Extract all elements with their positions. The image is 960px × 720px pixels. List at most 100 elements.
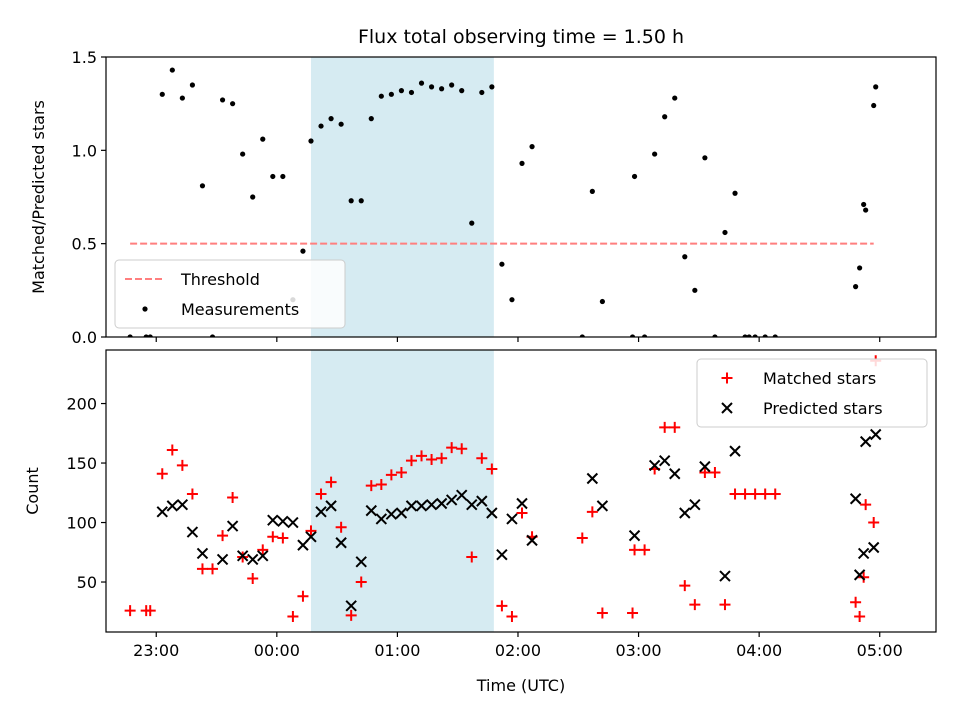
observing-window-span [310, 350, 494, 632]
data-point [860, 499, 872, 511]
data-point [699, 467, 711, 479]
top-plot-area [127, 67, 879, 337]
data-point [742, 334, 748, 337]
y-tick-label: 100 [66, 514, 97, 533]
data-point [375, 478, 387, 490]
data-point [486, 507, 498, 519]
data-point [599, 298, 605, 305]
data-point [873, 84, 879, 90]
x-tick-label: 02:00 [495, 641, 541, 660]
data-point [287, 611, 299, 623]
data-point [189, 82, 196, 88]
data-point [489, 84, 495, 90]
data-point [526, 534, 538, 547]
data-point [270, 173, 276, 180]
data-point [345, 600, 357, 612]
data-point [516, 497, 528, 510]
data-point [425, 498, 438, 511]
data-point [335, 521, 347, 533]
data-point [199, 183, 206, 189]
data-point [589, 188, 595, 194]
data-point [408, 89, 415, 96]
data-point [439, 86, 445, 92]
data-point [496, 600, 508, 612]
data-point [449, 82, 455, 88]
data-point [857, 265, 863, 271]
data-point [861, 201, 867, 208]
data-point [739, 488, 751, 500]
data-point [479, 89, 485, 96]
data-point [659, 421, 671, 433]
data-point [236, 550, 249, 562]
data-point [466, 551, 478, 563]
data-point [315, 488, 327, 500]
series-measurements [127, 67, 879, 337]
data-point [176, 498, 189, 511]
data-point [325, 476, 337, 488]
data-point [143, 334, 149, 337]
data-point [752, 334, 758, 337]
data-point [395, 467, 407, 479]
bottom-axes-frame [105, 349, 937, 633]
data-point [436, 452, 448, 464]
data-point [456, 489, 468, 501]
data-point [445, 494, 458, 506]
data-point [230, 101, 236, 107]
data-point [186, 526, 199, 538]
bottom-plot-area [124, 355, 882, 623]
data-point [627, 607, 639, 619]
x-tick-label: 23:00 [133, 641, 179, 660]
data-point [652, 151, 658, 157]
data-point [446, 442, 458, 454]
data-point [166, 500, 179, 512]
data-point [257, 544, 269, 556]
data-point [435, 497, 448, 510]
legend-box [114, 259, 346, 329]
data-point [732, 190, 738, 196]
x-tick-label: 01:00 [374, 641, 420, 660]
data-point [287, 516, 299, 529]
data-point [156, 468, 168, 480]
data-point [712, 334, 718, 337]
data-point [699, 460, 711, 473]
data-point [428, 84, 435, 90]
data-point [315, 506, 327, 518]
data-point [405, 500, 418, 512]
data-point [388, 91, 394, 97]
data-point [416, 450, 428, 462]
data-point [749, 488, 761, 500]
legend-handle [721, 402, 733, 414]
data-point [586, 506, 598, 518]
y-tick-label: 150 [66, 454, 97, 473]
legend-label: Measurements [181, 300, 299, 319]
data-point [509, 297, 515, 303]
data-point [853, 284, 859, 290]
data-point [629, 334, 636, 337]
data-point [759, 488, 771, 500]
data-point [196, 563, 208, 575]
data-point [648, 459, 661, 472]
data-point [179, 95, 185, 101]
data-point [729, 488, 741, 500]
data-point [854, 611, 866, 623]
legend-label: Predicted stars [763, 399, 883, 418]
data-point [418, 80, 425, 86]
data-point [669, 468, 681, 480]
data-point [629, 544, 641, 556]
data-point [870, 428, 882, 441]
data-point [127, 334, 133, 337]
data-point [300, 248, 306, 254]
data-point [226, 520, 239, 532]
x-tick-label: 03:00 [616, 641, 662, 660]
data-point [641, 334, 648, 337]
data-point [345, 609, 357, 621]
data-point [216, 553, 229, 566]
data-point [857, 547, 870, 560]
x-tick-label: 05:00 [857, 641, 903, 660]
data-point [466, 498, 478, 511]
data-point [476, 495, 488, 507]
data-point [348, 198, 354, 204]
data-point [863, 207, 869, 213]
data-point [579, 334, 585, 337]
